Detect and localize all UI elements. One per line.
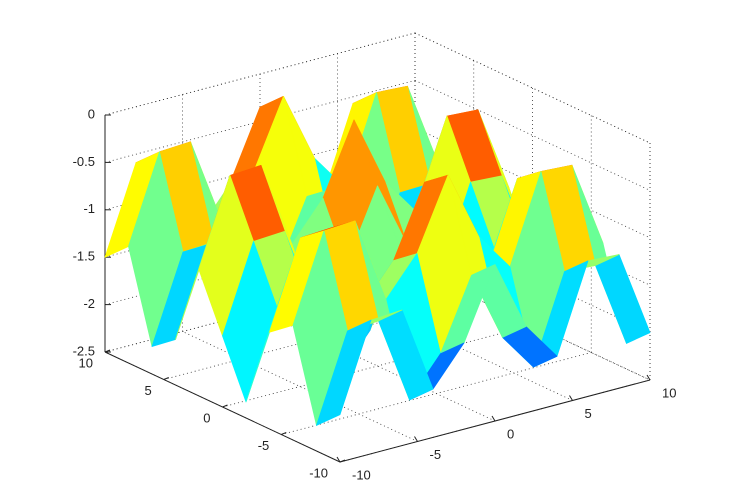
y-tick (104, 349, 111, 353)
grid-line (104, 32, 416, 116)
grid-line (182, 331, 418, 442)
x-tick-label: 10 (662, 385, 676, 400)
x-tick-label: -5 (430, 447, 442, 462)
y-tick-label: 5 (145, 383, 152, 398)
z-tick-label: -2.5 (73, 343, 95, 358)
z-tick-label: -0.5 (73, 154, 95, 169)
grid-line (414, 127, 651, 239)
surface-patch (595, 254, 651, 344)
y-tick (339, 459, 346, 463)
z-tick-label: -2 (83, 296, 95, 311)
z-tick-label: -1 (83, 201, 95, 216)
grid-line (414, 222, 651, 333)
y-tick-label: -10 (309, 465, 328, 480)
y-tick (222, 404, 228, 408)
z-tick-label: 0 (88, 106, 95, 121)
grid-line (222, 324, 533, 408)
z-tick-label: -1.5 (73, 249, 95, 264)
surface-patch (316, 319, 372, 426)
x-tick-label: 5 (585, 406, 592, 421)
x-tick (414, 436, 418, 442)
x-tick (646, 374, 651, 381)
x-tick (491, 415, 496, 422)
grid-line (281, 352, 592, 435)
grid-line (414, 32, 651, 144)
x-tick (336, 456, 341, 463)
y-tick-label: 0 (203, 410, 210, 425)
y-tick (281, 432, 287, 435)
y-tick (163, 377, 169, 380)
x-tick-label: -10 (352, 467, 371, 482)
y-tick-label: -5 (258, 438, 270, 453)
x-tick-label: 0 (507, 426, 514, 441)
y-tick-label: 10 (79, 355, 93, 370)
x-tick (569, 395, 573, 401)
grid-line (414, 269, 651, 381)
grid-line (414, 80, 651, 191)
